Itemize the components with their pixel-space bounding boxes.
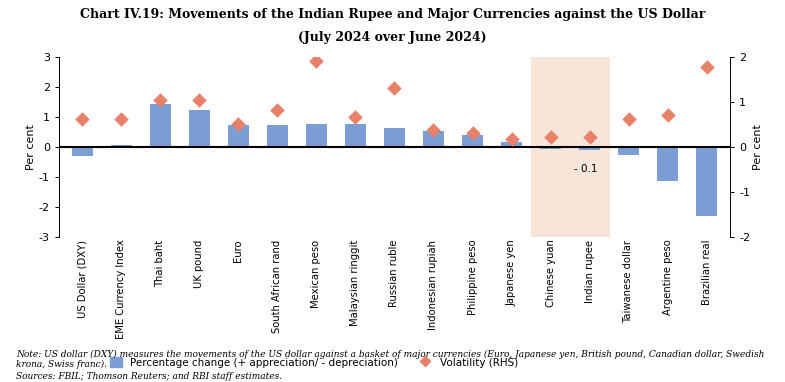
Bar xyxy=(657,147,678,181)
Point xyxy=(583,134,596,140)
Bar xyxy=(462,134,484,147)
Bar xyxy=(267,125,288,147)
Text: Chart IV.19: Movements of the Indian Rupee and Major Currencies against the US D: Chart IV.19: Movements of the Indian Rup… xyxy=(80,8,705,21)
Bar xyxy=(384,128,405,147)
Text: (July 2024 over June 2024): (July 2024 over June 2024) xyxy=(298,31,487,44)
Point xyxy=(349,113,362,120)
Bar xyxy=(618,147,639,155)
Bar xyxy=(423,131,444,147)
Y-axis label: Per cent: Per cent xyxy=(753,124,763,170)
Point xyxy=(544,134,557,140)
Point xyxy=(115,116,128,122)
Point xyxy=(661,112,674,118)
Bar xyxy=(305,124,327,147)
Bar xyxy=(531,57,609,237)
Point xyxy=(271,107,283,113)
Bar xyxy=(696,147,717,216)
Point xyxy=(310,58,323,64)
Bar xyxy=(579,147,601,150)
Point xyxy=(466,129,479,136)
Point xyxy=(232,121,245,127)
Point xyxy=(700,64,713,70)
Text: - 0.1: - 0.1 xyxy=(574,163,597,173)
Y-axis label: Per cent: Per cent xyxy=(26,124,36,170)
Bar xyxy=(188,110,210,147)
Bar xyxy=(345,124,366,147)
Bar xyxy=(111,145,132,147)
Point xyxy=(623,116,635,122)
Point xyxy=(154,97,166,103)
Bar xyxy=(228,125,249,147)
Point xyxy=(389,85,401,91)
Legend: Percentage change (+ appreciation/ - depreciation), Volatility (RHS): Percentage change (+ appreciation/ - dep… xyxy=(105,353,522,372)
Point xyxy=(506,136,518,142)
Point xyxy=(76,116,89,122)
Point xyxy=(193,97,206,103)
Bar xyxy=(150,104,171,147)
Text: Note: US dollar (DXY) measures the movements of the US dollar against a basket o: Note: US dollar (DXY) measures the movem… xyxy=(16,350,764,369)
Bar xyxy=(540,147,561,149)
Text: Sources: FBIL; Thomson Reuters; and RBI staff estimates.: Sources: FBIL; Thomson Reuters; and RBI … xyxy=(16,372,282,382)
Bar xyxy=(501,142,522,147)
Point xyxy=(427,127,440,133)
Bar xyxy=(71,147,93,156)
